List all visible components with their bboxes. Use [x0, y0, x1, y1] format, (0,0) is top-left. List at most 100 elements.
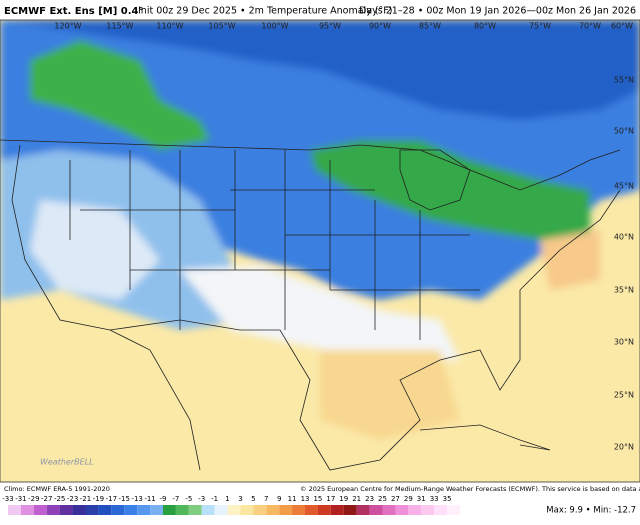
colorbar-swatch — [188, 505, 202, 515]
colorbar-label: -17 — [106, 495, 117, 503]
colorbar-swatch — [33, 505, 47, 515]
colorbar-swatch — [227, 505, 241, 515]
colorbar-swatch — [292, 505, 306, 515]
colorbar-swatch — [175, 505, 189, 515]
colorbar-label: -31 — [15, 495, 26, 503]
colorbar-label: 25 — [378, 495, 387, 503]
colorbar-swatch — [214, 505, 228, 515]
colorbar-label: 13 — [301, 495, 310, 503]
colorbar-swatch — [201, 505, 215, 515]
colorbar-label: 21 — [352, 495, 361, 503]
colorbar-swatch — [395, 505, 409, 515]
colorbar-swatch — [305, 505, 318, 515]
colorbar-label: -29 — [28, 495, 39, 503]
colorbar-label: 17 — [326, 495, 335, 503]
colorbar-label: -11 — [144, 495, 155, 503]
colorbar-label: 11 — [288, 495, 297, 503]
longitude-label: 70°W — [579, 22, 601, 31]
colorbar-swatch — [46, 505, 60, 515]
latitude-label: 25°N — [614, 391, 634, 400]
latitude-label: 30°N — [614, 338, 634, 347]
longitude-label: 90°W — [369, 22, 391, 31]
colorbar-swatch — [382, 505, 396, 515]
colorbar-swatch — [343, 505, 357, 515]
longitude-label: 100°W — [261, 22, 288, 31]
colorbar-swatch — [447, 505, 460, 515]
colorbar-swatch — [150, 505, 163, 515]
colorbar-swatch — [8, 505, 21, 515]
colorbar-label: 5 — [251, 495, 255, 503]
colorbar-swatch — [279, 505, 293, 515]
latitude-label: 35°N — [614, 286, 634, 295]
boundaries — [0, 139, 621, 471]
latitude-label: 55°N — [614, 76, 634, 85]
colorbar-label: 33 — [430, 495, 439, 503]
colorbar-swatch — [85, 505, 99, 515]
map: WeatherBELL — [0, 20, 640, 482]
colorbar-swatch — [111, 505, 125, 515]
latitude-label: 20°N — [614, 443, 634, 452]
colorbar: -33 -31 -29 -27 -25 -23 -21 -19 -17 -15 -13 -11 -9 -7… — [2, 495, 460, 515]
colorbar-label: -25 — [54, 495, 65, 503]
colorbar-label: -3 — [198, 495, 205, 503]
colorbar-label: 9 — [277, 495, 281, 503]
valid-time: Days 21–28 • 00z Mon 19 Jan 2026—00z Mon… — [359, 6, 636, 17]
colorbar-label: 1 — [225, 495, 229, 503]
colorbar-label: -13 — [131, 495, 142, 503]
logo: WeatherBELL — [40, 458, 94, 467]
colorbar-swatch — [124, 505, 138, 515]
colorbar-label: -19 — [93, 495, 104, 503]
latitude-label: 50°N — [614, 127, 634, 136]
colorbar-swatch — [408, 505, 422, 515]
colorbar-swatch — [59, 505, 73, 515]
colorbar-label: 3 — [238, 495, 242, 503]
colorbar-swatch — [330, 505, 344, 515]
colorbar-label: 7 — [264, 495, 268, 503]
title: ECMWF Ext. Ens [M] 0.4° — [4, 6, 143, 17]
colorbar-swatch — [421, 505, 435, 515]
colorbar-label: 15 — [313, 495, 322, 503]
colorbar-swatch — [20, 505, 34, 515]
stats: Max: 9.9 • Min: -12.7 — [546, 506, 636, 516]
longitude-label: 60°W — [611, 22, 633, 31]
latitude-label: 45°N — [614, 182, 634, 191]
longitude-label: 80°W — [474, 22, 496, 31]
longitude-label: 120°W — [54, 22, 81, 31]
colorbar-swatch — [72, 505, 86, 515]
colorbar-label: -5 — [185, 495, 192, 503]
colorbar-label: -7 — [172, 495, 179, 503]
colorbar-label: -15 — [119, 495, 130, 503]
colorbar-label: -23 — [67, 495, 78, 503]
climo: Climo: ECMWF ERA-5 1991-2020 — [4, 485, 110, 493]
colorbar-swatch — [98, 505, 112, 515]
latitude-labels: 55°N 50°N 45°N 40°N 35°N 30°N 25°N 20°N — [614, 76, 634, 452]
colorbar-swatch — [266, 505, 280, 515]
colorbar-label: -21 — [80, 495, 91, 503]
longitude-labels: 120°W 115°W 110°W 105°W 100°W 95°W 90°W 85°W 80°… — [54, 22, 633, 31]
colorbar-swatch — [137, 505, 151, 515]
colorbar-label: 27 — [391, 495, 400, 503]
colorbar-swatch — [240, 505, 254, 515]
colorbar-label: -1 — [211, 495, 218, 503]
colorbar-label: -27 — [41, 495, 52, 503]
colorbar-swatch — [369, 505, 383, 515]
longitude-label: 95°W — [319, 22, 341, 31]
colorbar-swatch — [317, 505, 331, 515]
colorbar-label: 35 — [443, 495, 452, 503]
subtitle: Init 00z 29 Dec 2025 • 2m Temperature An… — [138, 6, 392, 17]
colorbar-label: 23 — [365, 495, 374, 503]
colorbar-label: -33 — [2, 495, 13, 503]
colorbar-label: 29 — [404, 495, 413, 503]
map-frame — [0, 19, 640, 483]
longitude-label: 115°W — [106, 22, 133, 31]
colorbar-swatch — [356, 505, 370, 515]
copyright: © 2025 European Centre for Medium-Range … — [300, 485, 640, 493]
colorbar-swatch — [162, 505, 176, 515]
colorbar-label: -9 — [159, 495, 166, 503]
longitude-label: 85°W — [419, 22, 441, 31]
colorbar-swatch — [434, 505, 448, 515]
colorbar-label: 19 — [339, 495, 348, 503]
longitude-label: 75°W — [529, 22, 551, 31]
latitude-label: 40°N — [614, 233, 634, 242]
